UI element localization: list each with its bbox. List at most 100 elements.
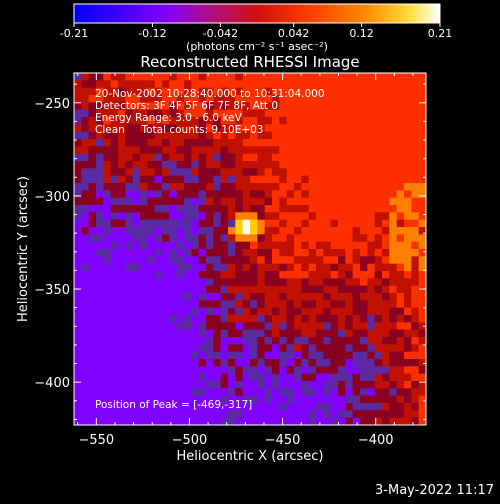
heatmap-cell (228, 161, 236, 169)
heatmap-cell (140, 87, 148, 96)
heatmap-cell (198, 329, 207, 338)
heatmap-cell (382, 190, 390, 198)
heatmap-cell (404, 351, 412, 360)
heatmap-cell (125, 175, 133, 184)
info-line-energy: Energy Range: 3.0 - 6.0 keV (95, 112, 243, 124)
heatmap-cell (169, 168, 177, 176)
heatmap-cell (81, 249, 89, 257)
heatmap-cell (206, 395, 214, 404)
heatmap-cell (242, 95, 251, 103)
heatmap-cell (352, 410, 361, 418)
heatmap-cell (110, 190, 119, 198)
heatmap-cell (272, 395, 280, 404)
heatmap-cell (257, 175, 265, 184)
heatmap-cell (272, 322, 280, 330)
heatmap-cell (213, 95, 221, 103)
heatmap-cell (308, 153, 317, 162)
heatmap-cell (352, 271, 361, 279)
heatmap-cell (360, 80, 368, 88)
heatmap-cell (125, 109, 133, 118)
heatmap-cell (96, 241, 104, 250)
heatmap-cell (235, 109, 243, 118)
heatmap-cell (184, 95, 192, 103)
heatmap-cell (147, 219, 155, 228)
heatmap-cell (330, 109, 339, 118)
heatmap-cell (74, 344, 82, 352)
heatmap-cell (228, 153, 236, 162)
heatmap-cell (374, 285, 383, 294)
heatmap-cell (125, 95, 133, 103)
heatmap-cell (176, 87, 185, 96)
heatmap-cell (411, 307, 419, 316)
heatmap-cell (184, 190, 192, 198)
heatmap-cell (228, 351, 236, 360)
heatmap-cell (162, 212, 170, 220)
heatmap-cell (250, 388, 258, 396)
heatmap-cell (411, 131, 419, 140)
heatmap-cell (191, 322, 199, 330)
heatmap-cell (140, 227, 148, 235)
heatmap-cell (411, 87, 419, 96)
heatmap-cell (389, 249, 397, 257)
heatmap-cell (147, 131, 155, 140)
heatmap-cell (176, 249, 185, 257)
heatmap-cell (367, 87, 375, 96)
heatmap-cell (198, 109, 207, 118)
heatmap-cell (242, 395, 251, 404)
heatmap-cell (162, 256, 170, 264)
heatmap-cell (132, 388, 141, 396)
heatmap-cell (404, 344, 412, 352)
heatmap-cell (301, 234, 309, 242)
heatmap-cell (169, 146, 177, 154)
heatmap-cell (154, 102, 163, 110)
heatmap-cell (242, 227, 251, 235)
heatmap-cell (162, 87, 170, 96)
heatmap-cell (228, 124, 236, 132)
heatmap-cell (352, 293, 361, 301)
heatmap-cell (147, 322, 155, 330)
heatmap-cell (308, 351, 317, 360)
heatmap-cell (132, 249, 141, 257)
heatmap-cell (330, 153, 339, 162)
heatmap-cell (110, 205, 119, 213)
heatmap-cell (323, 87, 331, 96)
heatmap-cell (198, 271, 207, 279)
heatmap-cell (154, 388, 163, 396)
heatmap-cell (360, 219, 368, 228)
heatmap-cell (250, 381, 258, 389)
heatmap-cell (169, 322, 177, 330)
heatmap-cell (206, 278, 214, 286)
heatmap-cell (294, 175, 302, 184)
heatmap-cell (140, 256, 148, 264)
heatmap-cell (316, 388, 324, 396)
heatmap-cell (396, 109, 405, 118)
heatmap-cell (198, 212, 207, 220)
heatmap-cell (418, 263, 426, 272)
heatmap-cell (88, 285, 97, 294)
heatmap-cell (132, 219, 141, 228)
heatmap-cell (250, 102, 258, 110)
heatmap-cell (184, 153, 192, 162)
heatmap-cell (242, 161, 251, 169)
heatmap-cell (389, 256, 397, 264)
heatmap-cell (286, 307, 295, 316)
heatmap-cell (154, 190, 163, 198)
heatmap-cell (81, 73, 89, 81)
heatmap-cell (103, 293, 111, 301)
heatmap-cell (396, 285, 405, 294)
heatmap-cell (338, 241, 346, 250)
heatmap-cell (125, 256, 133, 264)
heatmap-cell (96, 293, 104, 301)
heatmap-cell (235, 95, 243, 103)
heatmap-cell (367, 417, 375, 425)
heatmap-cell (301, 249, 309, 257)
heatmap-cell (191, 190, 199, 198)
heatmap-cell (81, 161, 89, 169)
heatmap-cell (338, 175, 346, 184)
heatmap-cell (272, 131, 280, 140)
heatmap-cell (396, 271, 405, 279)
heatmap-cell (228, 219, 236, 228)
heatmap-cell (125, 410, 133, 418)
heatmap-cell (330, 256, 339, 264)
heatmap-cell (169, 388, 177, 396)
